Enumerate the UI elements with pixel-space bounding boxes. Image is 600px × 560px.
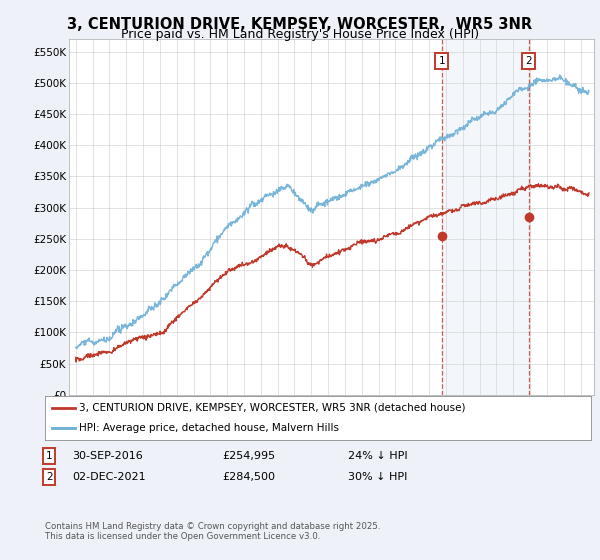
Text: 1: 1 — [46, 451, 53, 461]
Bar — [442, 39, 529, 395]
Text: 30-SEP-2016: 30-SEP-2016 — [72, 451, 143, 461]
Text: 1: 1 — [439, 56, 445, 66]
Text: Contains HM Land Registry data © Crown copyright and database right 2025.
This d: Contains HM Land Registry data © Crown c… — [45, 522, 380, 542]
Text: Price paid vs. HM Land Registry's House Price Index (HPI): Price paid vs. HM Land Registry's House … — [121, 28, 479, 41]
Text: 3, CENTURION DRIVE, KEMPSEY, WORCESTER,  WR5 3NR: 3, CENTURION DRIVE, KEMPSEY, WORCESTER, … — [67, 17, 533, 32]
Text: £254,995: £254,995 — [222, 451, 275, 461]
Text: 3, CENTURION DRIVE, KEMPSEY, WORCESTER, WR5 3NR (detached house): 3, CENTURION DRIVE, KEMPSEY, WORCESTER, … — [79, 403, 466, 413]
Text: 30% ↓ HPI: 30% ↓ HPI — [348, 472, 407, 482]
Text: 24% ↓ HPI: 24% ↓ HPI — [348, 451, 407, 461]
Text: HPI: Average price, detached house, Malvern Hills: HPI: Average price, detached house, Malv… — [79, 423, 340, 433]
Text: £284,500: £284,500 — [222, 472, 275, 482]
Text: 2: 2 — [526, 56, 532, 66]
Text: 2: 2 — [46, 472, 53, 482]
Text: 02-DEC-2021: 02-DEC-2021 — [72, 472, 146, 482]
